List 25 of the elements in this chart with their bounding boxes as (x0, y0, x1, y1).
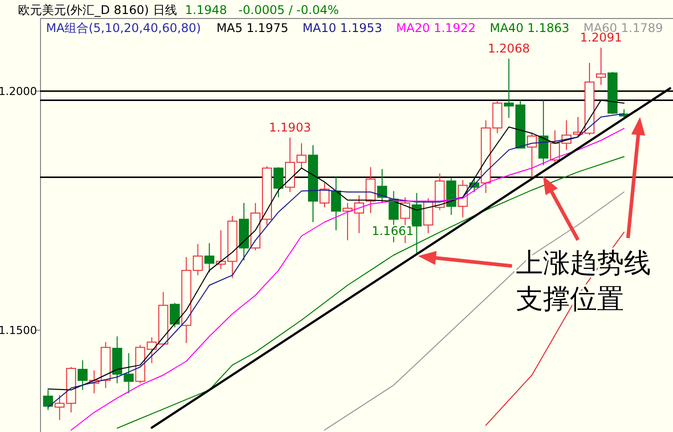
candlestick (331, 176, 342, 231)
annotation: 1.2091 (580, 30, 622, 45)
text: MA20 1.1922 (396, 21, 476, 35)
annotation: 1.1903 (268, 120, 311, 135)
candlestick (78, 360, 88, 390)
annotation: 1.2068 (488, 42, 530, 56)
candlestick (412, 192, 422, 254)
y-tick-label: 1.2000 (0, 85, 37, 98)
candlestick (124, 352, 134, 394)
line-series (324, 192, 625, 431)
candlestick (596, 47, 606, 86)
candlestick (366, 166, 376, 214)
text: MA40 1.1863 (490, 21, 570, 35)
line-series (116, 156, 625, 429)
legend-title: MA组合(5,10,20,40,60,80) (46, 21, 201, 35)
text: MA10 1.1953 (302, 21, 382, 35)
text: MA5 1.1975 (216, 21, 288, 35)
chart-subtitle: 1.1948 -0.0005 / -0.04% (185, 3, 339, 17)
candlestick (308, 144, 318, 223)
y-tick-label: 1.1500 (0, 324, 37, 338)
candlestick (204, 242, 214, 273)
chart-title: 欧元美元(外汇_D 8160) 日线 (18, 3, 177, 17)
candlestick (112, 336, 122, 384)
candlestick (238, 202, 249, 261)
annotation: 上涨趋势线 (516, 248, 651, 279)
